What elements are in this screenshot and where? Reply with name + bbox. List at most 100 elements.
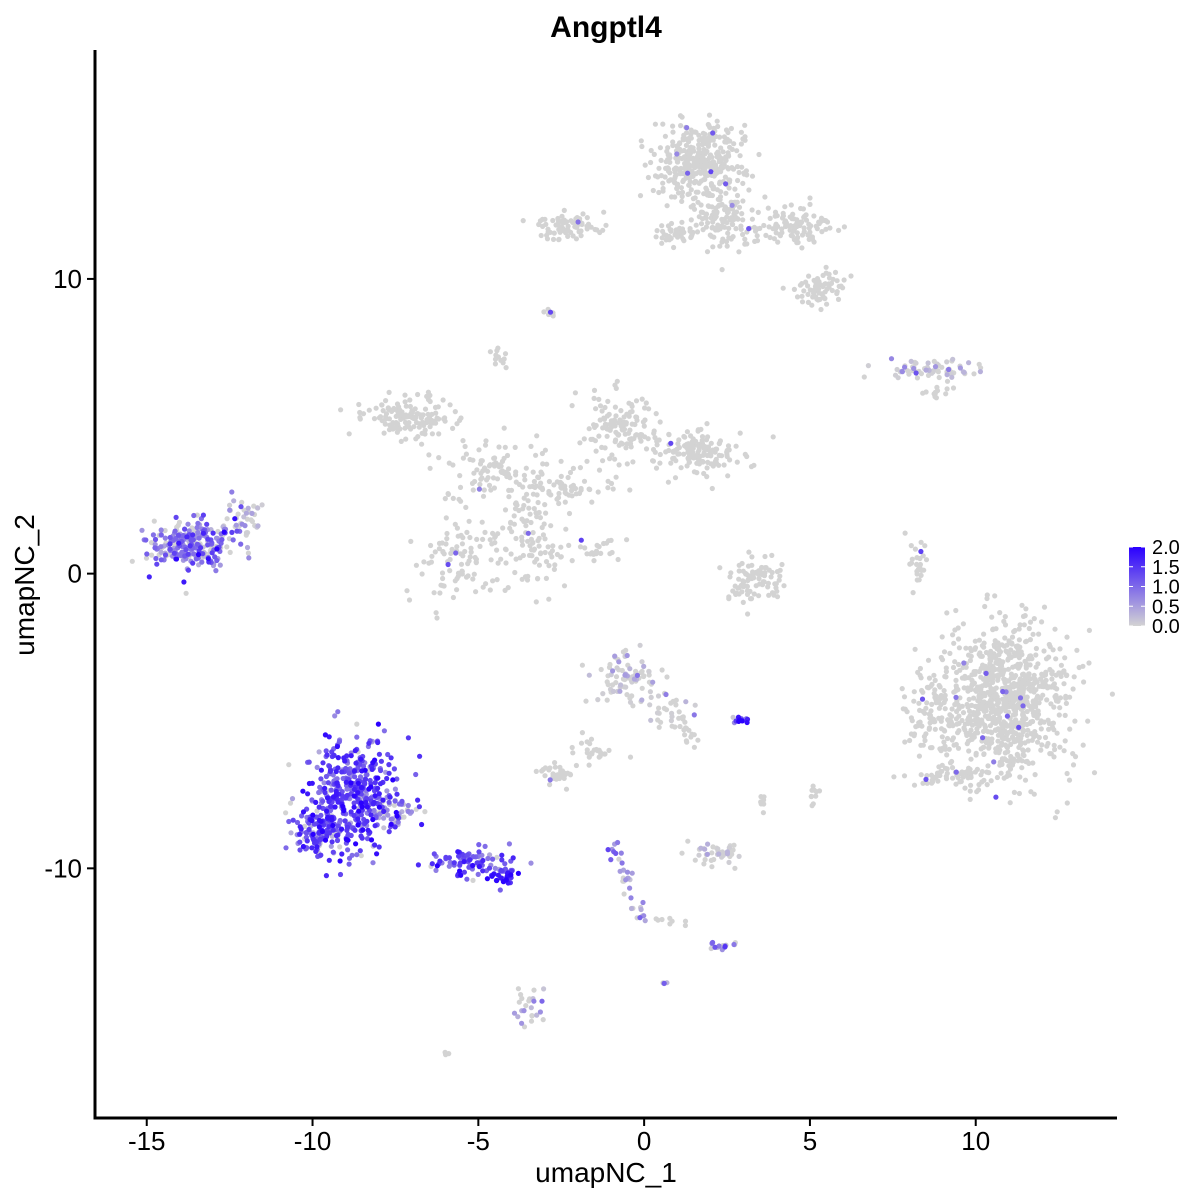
cell-point: [667, 152, 673, 158]
cell-point: [727, 457, 733, 463]
cell-point: [920, 742, 926, 748]
cell-point: [316, 789, 322, 796]
cell-point: [455, 849, 461, 855]
cell-point: [987, 723, 994, 729]
cell-point: [324, 808, 330, 814]
cell-point: [1052, 746, 1058, 753]
cell-point: [756, 151, 762, 158]
cell-point: [609, 549, 615, 556]
cell-point: [677, 167, 683, 173]
cell-point: [642, 434, 648, 440]
cell-point: [1013, 673, 1019, 679]
cell-point: [368, 812, 374, 818]
cell-point: [1025, 747, 1031, 753]
cell-point: [440, 575, 446, 582]
cell-point: [581, 436, 587, 442]
cell-point: [358, 853, 364, 859]
cell-point: [1002, 677, 1008, 683]
cell-point: [355, 790, 361, 796]
cell-point: [642, 162, 648, 168]
cell-point: [979, 683, 986, 689]
cell-point: [1015, 653, 1021, 659]
cell-point: [415, 862, 421, 868]
cell-point: [548, 523, 554, 529]
cell-point: [460, 535, 466, 541]
cell-point: [954, 721, 960, 727]
cell-point: [930, 369, 936, 375]
cell-point: [200, 512, 206, 518]
cell-point: [659, 667, 665, 673]
cell-point: [939, 634, 945, 640]
cell-point: [1072, 754, 1079, 760]
cell-point: [1061, 681, 1067, 687]
cell-point: [386, 416, 392, 422]
cell-point: [765, 584, 771, 590]
cell-point: [457, 484, 464, 490]
cell-point: [654, 438, 660, 444]
cell-point: [555, 495, 562, 501]
cell-point: [929, 745, 935, 751]
cell-point: [535, 538, 541, 544]
cell-point: [622, 431, 628, 437]
cell-point: [622, 672, 628, 678]
cell-point: [1002, 635, 1008, 641]
cell-point: [420, 412, 426, 418]
cell-point: [212, 554, 218, 560]
cell-point: [638, 138, 644, 144]
cell-point: [779, 561, 785, 568]
cell-point: [709, 154, 715, 160]
cell-point: [376, 791, 382, 797]
cell-point: [730, 847, 736, 853]
cell-point: [314, 764, 320, 771]
cell-point: [1057, 705, 1063, 711]
cell-point: [772, 213, 778, 219]
cell-point: [525, 498, 531, 504]
cell-point: [485, 475, 491, 481]
cell-point: [659, 240, 665, 246]
cell-point: [1033, 687, 1039, 693]
cell-point: [566, 510, 573, 517]
cell-point: [977, 369, 984, 375]
cell-point: [1009, 695, 1015, 701]
cell-point: [799, 293, 805, 299]
cell-point: [641, 423, 647, 429]
cell-point: [390, 777, 396, 783]
cell-point: [756, 576, 762, 582]
cell-point: [224, 544, 230, 550]
cell-point: [443, 515, 449, 521]
cell-point: [465, 573, 471, 579]
cell-point: [690, 202, 696, 208]
cell-point: [1023, 638, 1030, 644]
cell-point: [592, 438, 599, 444]
cell-point: [596, 433, 602, 439]
cell-point: [967, 788, 973, 794]
cell-point: [685, 838, 691, 844]
cell-point: [376, 844, 382, 850]
cell-point: [584, 750, 590, 756]
cell-point: [840, 285, 846, 291]
cell-point: [586, 672, 592, 678]
cell-point: [408, 410, 414, 416]
cell-point: [700, 142, 706, 148]
cell-point: [385, 812, 391, 818]
cell-point: [1029, 656, 1035, 662]
cell-point: [406, 420, 412, 426]
cell-point: [1005, 737, 1012, 743]
cell-point: [960, 774, 966, 780]
cell-point: [495, 560, 501, 566]
cell-point: [519, 995, 525, 1002]
cell-point: [627, 754, 634, 760]
cell-point: [704, 249, 711, 255]
cell-point: [734, 192, 741, 199]
cell-point: [586, 754, 592, 760]
cell-point: [503, 877, 509, 883]
cell-point: [372, 757, 378, 763]
cell-point: [616, 420, 622, 426]
cell-point: [1025, 738, 1031, 744]
cell-point: [466, 518, 472, 524]
cell-point: [181, 579, 187, 585]
cell-point: [822, 281, 829, 287]
cell-point: [914, 375, 921, 381]
cell-point: [955, 775, 961, 781]
cell-point: [233, 522, 239, 528]
